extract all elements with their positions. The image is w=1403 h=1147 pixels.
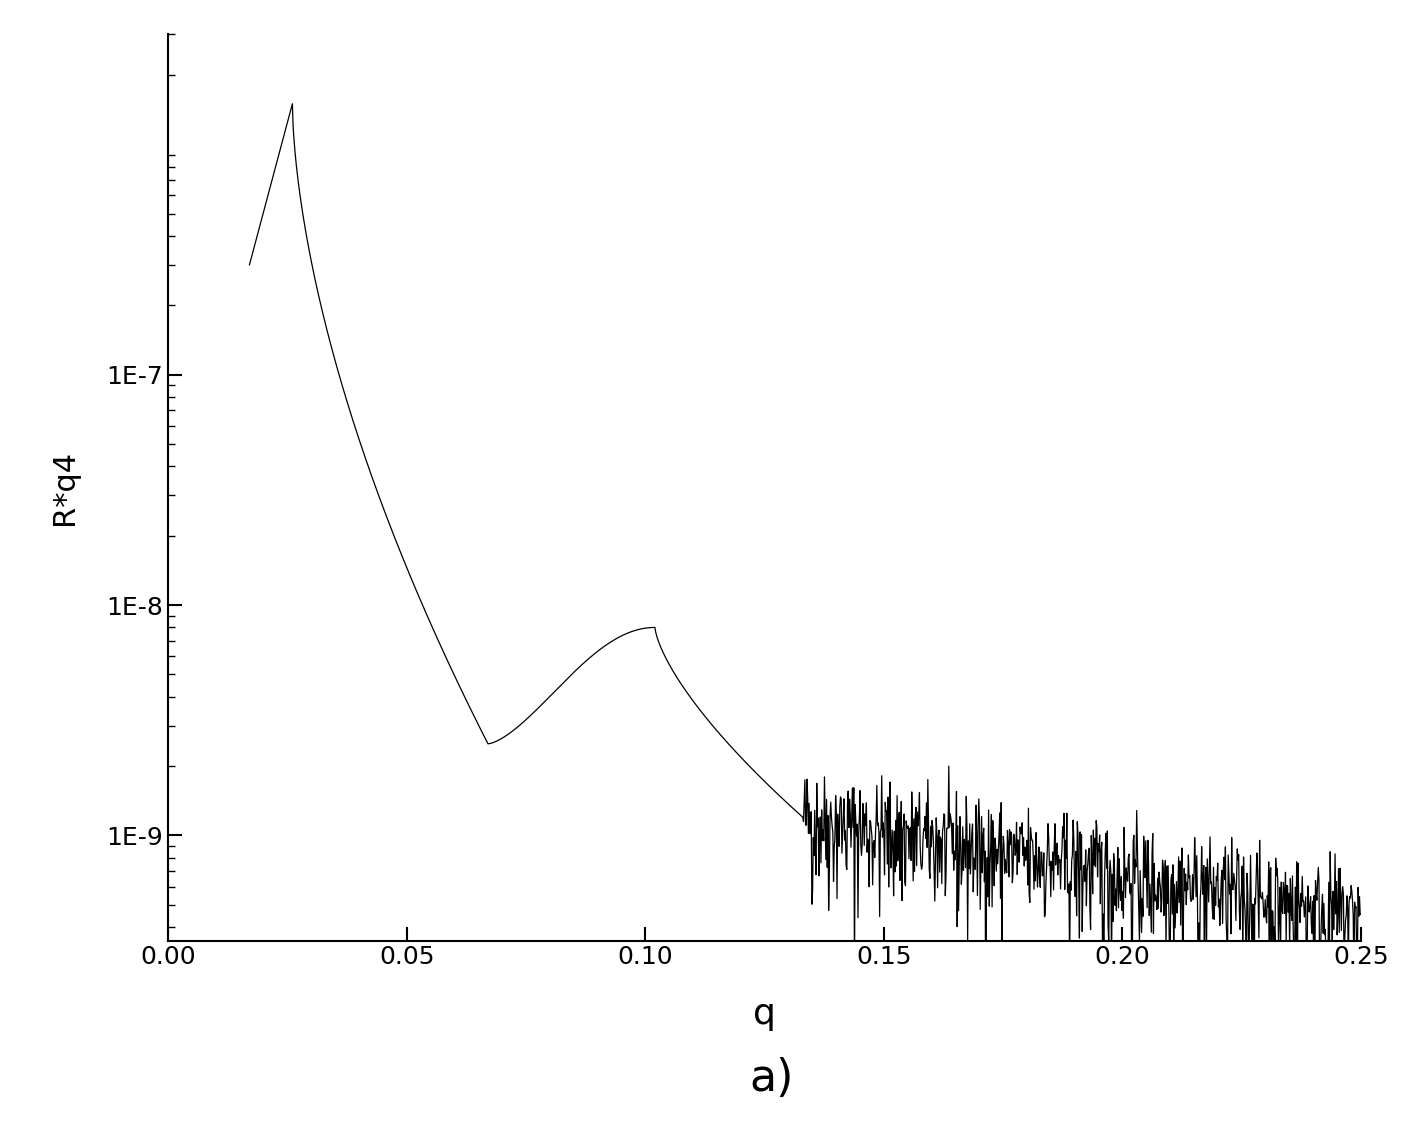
Text: a): a): [749, 1056, 794, 1100]
Y-axis label: R*q4: R*q4: [51, 450, 79, 525]
X-axis label: q: q: [753, 997, 776, 1031]
